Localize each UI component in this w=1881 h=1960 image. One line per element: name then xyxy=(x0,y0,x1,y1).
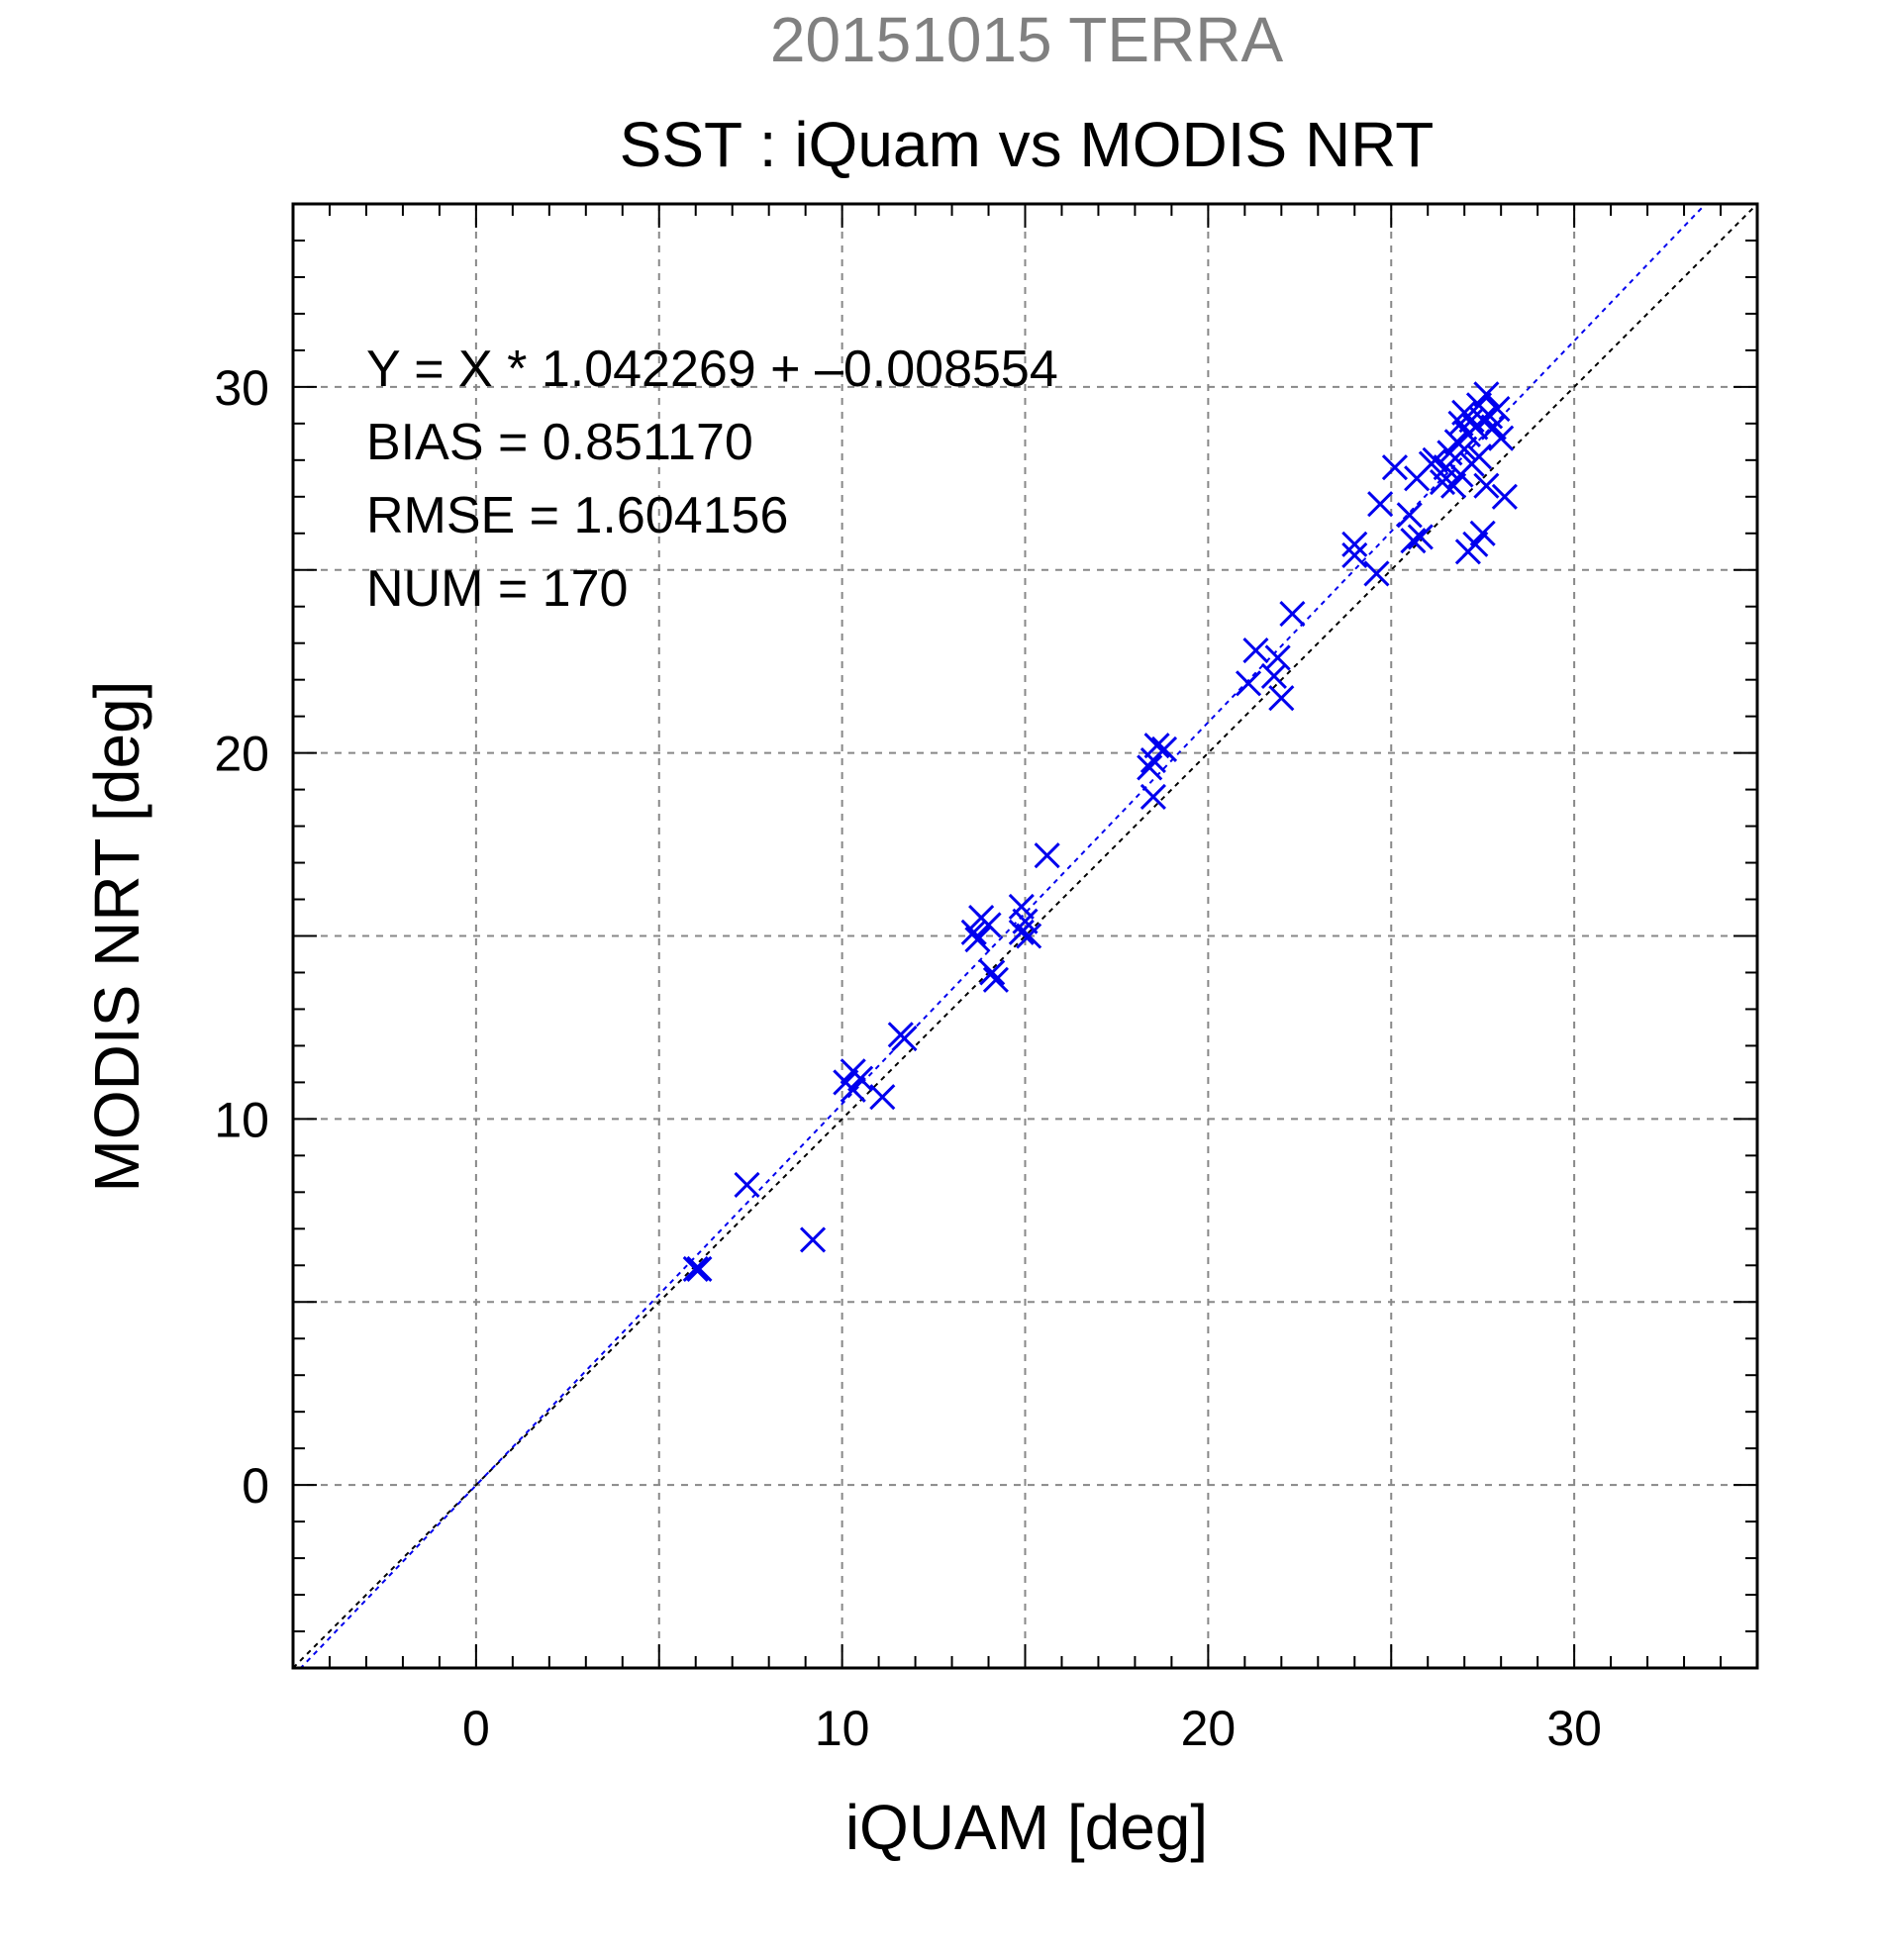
data-point xyxy=(1016,923,1042,949)
plot-frame xyxy=(291,202,1759,1670)
x-tick-label: 0 xyxy=(462,1701,490,1756)
data-point xyxy=(1488,425,1515,451)
axis-ticks xyxy=(293,204,1757,1668)
data-point xyxy=(1396,502,1423,529)
data-point xyxy=(1341,531,1368,557)
stats-equation: Y = X * 1.042269 + –0.008554 xyxy=(366,341,1058,398)
one-to-one-line xyxy=(293,204,1757,1668)
data-point xyxy=(1137,754,1163,781)
data-point xyxy=(1469,520,1496,546)
data-point xyxy=(1150,735,1178,762)
stats-bias: BIAS = 0.851170 xyxy=(366,414,753,471)
data-point xyxy=(1143,733,1170,759)
data-point xyxy=(1440,472,1467,499)
data-point xyxy=(1139,783,1166,811)
chart-title: SST : iQuam vs MODIS NRT xyxy=(620,109,1435,180)
data-point xyxy=(1400,528,1427,554)
stats-rmse: RMSE = 1.604156 xyxy=(366,487,788,544)
data-point xyxy=(1484,395,1511,423)
regression-line xyxy=(299,204,1708,1668)
data-point xyxy=(1422,446,1448,473)
data-point xyxy=(979,959,1006,986)
data-point xyxy=(686,1255,713,1283)
data-point xyxy=(975,912,1002,938)
y-axis-label: MODIS NRT [deg] xyxy=(81,681,152,1193)
data-point xyxy=(1491,483,1518,510)
data-point xyxy=(1465,443,1493,470)
data-point xyxy=(1363,560,1390,587)
data-point xyxy=(1264,644,1291,671)
tick-labels: 0 10 20 30 0 10 20 30 xyxy=(214,360,1602,1756)
y-tick-label: 30 xyxy=(214,360,269,416)
x-tick-label: 30 xyxy=(1546,1701,1602,1756)
x-axis-label: iQUAM [deg] xyxy=(845,1792,1208,1863)
data-point xyxy=(1462,531,1489,557)
stats-num: NUM = 170 xyxy=(366,560,628,618)
data-point xyxy=(1008,893,1035,920)
data-point xyxy=(1381,454,1409,481)
data-point xyxy=(1367,491,1394,518)
grid-lines xyxy=(293,204,1757,1668)
y-tick-label: 20 xyxy=(214,727,269,782)
data-point xyxy=(1235,670,1262,697)
y-tick-label: 0 xyxy=(242,1458,269,1514)
data-point xyxy=(1341,541,1368,569)
plot-clip-group xyxy=(293,204,1757,1668)
data-point xyxy=(1279,601,1306,628)
x-tick-label: 10 xyxy=(815,1701,870,1756)
data-point xyxy=(1012,908,1039,934)
data-point xyxy=(964,927,991,953)
data-point xyxy=(1473,472,1500,499)
data-point xyxy=(1451,436,1478,462)
data-point xyxy=(799,1226,827,1253)
data-point xyxy=(891,1025,918,1052)
chart-subtitle: 20151015 TERRA xyxy=(770,4,1284,75)
data-point xyxy=(1473,381,1500,408)
data-point xyxy=(682,1255,709,1283)
y-tick-label: 10 xyxy=(214,1092,269,1147)
data-point xyxy=(1242,637,1269,664)
data-point xyxy=(840,1076,866,1103)
data-point xyxy=(1268,685,1295,712)
data-point xyxy=(734,1171,760,1198)
data-point xyxy=(960,919,987,945)
data-point xyxy=(847,1065,874,1092)
data-point xyxy=(1407,524,1434,550)
data-point xyxy=(1034,842,1060,869)
x-tick-label: 20 xyxy=(1181,1701,1237,1756)
data-point xyxy=(982,966,1009,993)
stats-box: Y = X * 1.042269 + –0.008554 BIAS = 0.85… xyxy=(366,341,1058,618)
data-point xyxy=(869,1084,896,1111)
